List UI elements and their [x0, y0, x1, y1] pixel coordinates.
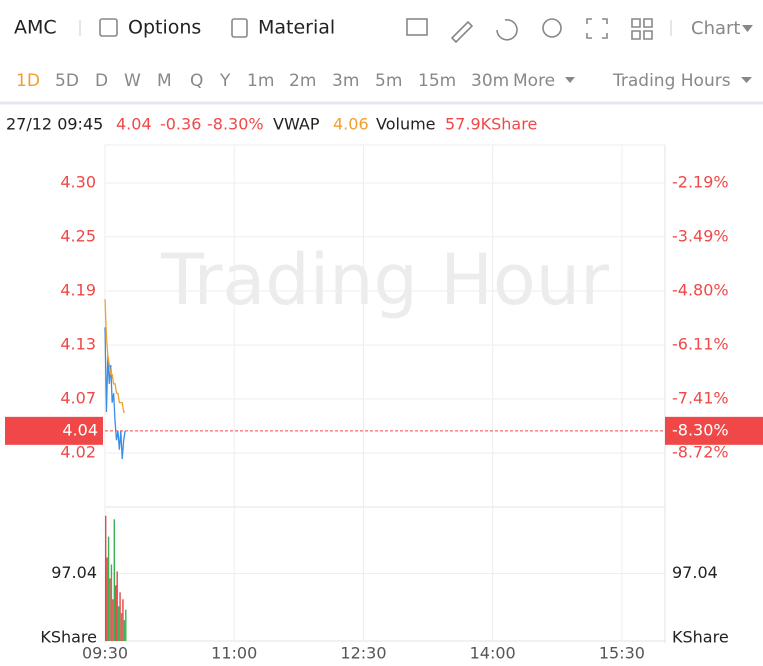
period-tab[interactable]: 1m: [247, 71, 274, 91]
y2-tick-label: -8.72%: [672, 443, 729, 462]
y-tick-label: 4.30: [60, 172, 96, 191]
volume-bar: [117, 606, 120, 641]
price-tag-label: 4.04: [62, 420, 98, 439]
y2-tick-label: -2.19%: [672, 173, 729, 192]
y-tick-label: 4.07: [60, 388, 96, 407]
x-tick-label: 15:30: [599, 644, 645, 663]
volume-bar: [110, 564, 113, 641]
symbol: AMC: [14, 17, 57, 39]
y-tick-label: 4.02: [60, 443, 96, 462]
material-button[interactable]: Material: [258, 17, 335, 39]
period-tab[interactable]: 15m: [418, 71, 456, 91]
y-tick-label: 4.13: [60, 335, 96, 354]
price-tag-label: -8.30%: [672, 420, 729, 439]
period-tab[interactable]: Q: [190, 71, 203, 91]
chart-menu[interactable]: Chart: [691, 18, 740, 39]
layout-icon[interactable]: [631, 18, 653, 40]
material-icon[interactable]: [231, 18, 248, 38]
volume-bar: [120, 613, 123, 641]
period-tab[interactable]: 3m: [332, 71, 359, 91]
volume-unit: KShare: [672, 628, 729, 647]
y-tick-label: 4.25: [60, 226, 96, 245]
price-line: [104, 327, 126, 460]
settings-icon[interactable]: [542, 18, 562, 38]
volume-bar: [113, 519, 116, 641]
volume-bar: [106, 557, 108, 641]
volume-bar: [119, 592, 121, 641]
period-tab[interactable]: 1D: [16, 71, 40, 91]
x-tick-label: 12:30: [340, 644, 386, 663]
y2-tick-label: -7.41%: [672, 389, 729, 408]
volume-bar: [116, 571, 118, 641]
volume-tick-label: 97.04: [51, 563, 97, 582]
info-volume-label: Volume: [376, 115, 436, 134]
y2-tick-label: -4.80%: [672, 281, 729, 300]
y2-tick-label: -6.11%: [672, 335, 729, 354]
volume-bar: [109, 578, 111, 641]
volume-bar: [107, 536, 110, 641]
volume-tick-label: 97.04: [672, 563, 718, 582]
x-tick-label: 09:30: [82, 644, 128, 663]
volume-bar: [105, 515, 107, 641]
draw-icon[interactable]: [450, 20, 474, 44]
y-tick-label: 4.19: [60, 280, 96, 299]
dropdown-arrow: [741, 77, 752, 83]
volume-bar: [123, 620, 126, 641]
reset-icon[interactable]: [496, 19, 518, 41]
indicator-icon[interactable]: [406, 18, 428, 36]
options-icon[interactable]: [99, 18, 118, 37]
more-menu[interactable]: More: [513, 71, 555, 91]
options-button[interactable]: Options: [128, 17, 201, 39]
period-tab[interactable]: Y: [219, 71, 231, 91]
info-datetime: 27/12 09:45: [6, 115, 103, 134]
period-tab[interactable]: M: [157, 71, 172, 91]
period-tab[interactable]: W: [124, 71, 141, 91]
info-volume: 57.9KShare: [445, 115, 537, 134]
info-change: -0.36: [160, 115, 201, 134]
x-tick-label: 11:00: [211, 644, 257, 663]
period-tab[interactable]: 2m: [289, 71, 316, 91]
fullscreen-icon[interactable]: [586, 18, 608, 39]
period-tab[interactable]: 30m: [471, 71, 509, 91]
info-vwap-label: VWAP: [273, 115, 320, 134]
dropdown-arrow: [742, 25, 753, 32]
period-tab[interactable]: 5D: [55, 71, 79, 91]
volume-bar: [115, 585, 117, 641]
volume-unit: KShare: [40, 628, 97, 647]
session-menu[interactable]: Trading Hours: [612, 71, 731, 91]
y2-tick-label: -3.49%: [672, 226, 729, 245]
price-line: [104, 299, 126, 413]
volume-bar: [112, 599, 114, 641]
watermark: Trading Hour: [160, 239, 609, 321]
dropdown-arrow: [565, 77, 575, 83]
period-tab[interactable]: D: [95, 71, 108, 91]
volume-bar: [122, 599, 124, 641]
price-tag: [5, 416, 103, 445]
price-tag: [665, 416, 763, 445]
period-tab[interactable]: 5m: [375, 71, 402, 91]
volume-bar: [125, 609, 127, 641]
info-vwap: 4.06: [333, 115, 369, 134]
x-tick-label: 14:00: [470, 644, 516, 663]
info-change-pct: -8.30%: [207, 115, 264, 134]
info-price: 4.04: [116, 115, 152, 134]
